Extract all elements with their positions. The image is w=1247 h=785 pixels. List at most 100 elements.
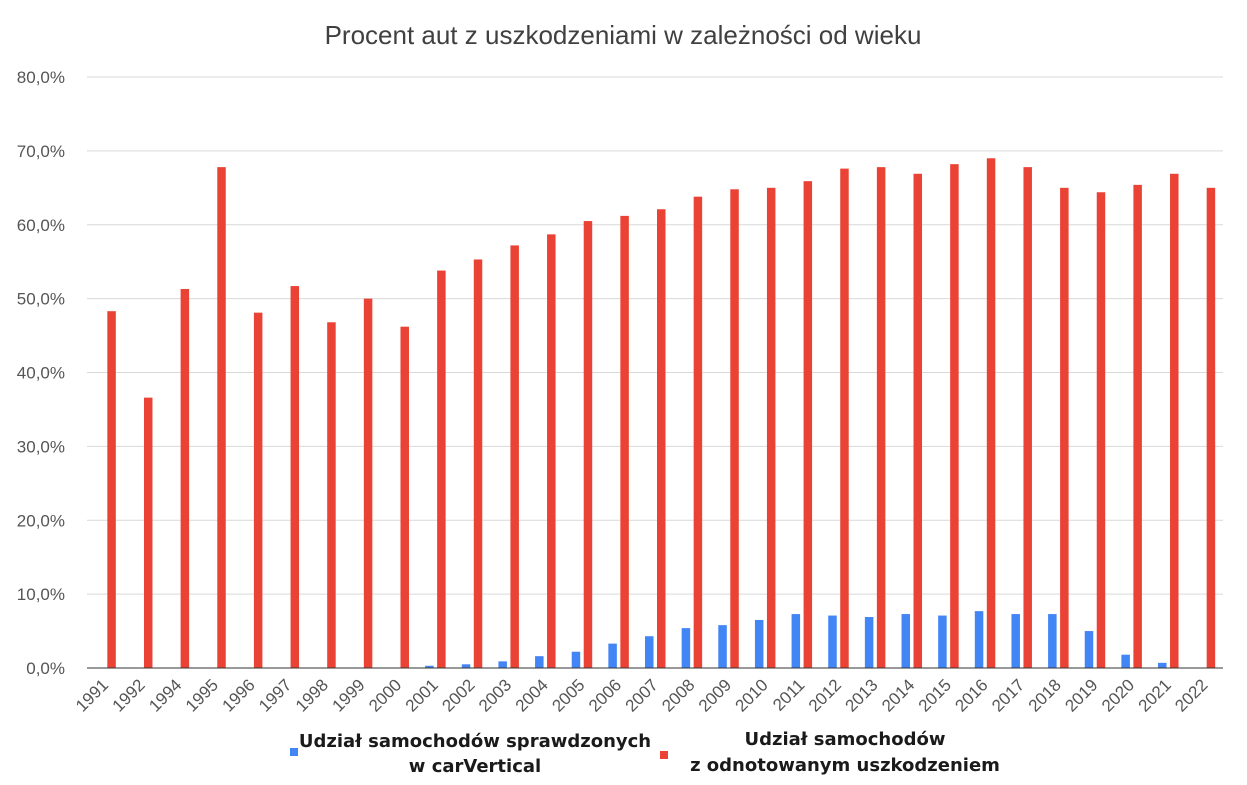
bar-damaged-2020: [1133, 184, 1142, 669]
x-tick-label: 2016: [951, 675, 991, 715]
legend-swatch-blue: [290, 748, 298, 756]
bar-checked-2019: [1084, 631, 1094, 668]
x-tick-label: 2000: [365, 675, 405, 715]
bar-checked-2003: [498, 661, 507, 668]
bar-checked-2014: [901, 614, 911, 668]
x-tick-label: 2005: [548, 675, 588, 715]
y-axis-ticks: 0,0% 10,0% 20,0% 30,0% 40,0% 50,0% 60,0% 70,0% 8…: [17, 68, 65, 678]
bar-damaged-2014: [913, 173, 923, 668]
bar-damaged-2015: [950, 164, 959, 669]
x-tick-label: 1991: [72, 675, 112, 715]
bar-damaged-1994: [180, 289, 190, 668]
x-tick-label: 2011: [769, 675, 808, 714]
legend-swatch-red: [660, 751, 668, 759]
x-tick-label: 2018: [1025, 675, 1065, 715]
bar-damaged-2021: [1170, 173, 1179, 668]
bar-damaged-2012: [840, 168, 849, 669]
bar-checked-2020: [1121, 654, 1130, 668]
bar-damaged-2017: [1023, 167, 1032, 668]
legend-label-checked-line1: Udział samochodów sprawdzonych: [299, 731, 651, 752]
bar-damaged-1999: [363, 298, 373, 669]
bars: [107, 158, 1216, 669]
bar-checked-2017: [1011, 614, 1020, 668]
x-tick-label: 1994: [145, 675, 185, 715]
x-tick-label: 1997: [255, 675, 295, 715]
x-tick-label: 2017: [988, 675, 1028, 715]
bar-checked-2001: [425, 665, 434, 668]
bar-checked-2005: [571, 651, 581, 668]
chart-title: Procent aut z uszkodzeniami w zależności…: [325, 20, 922, 50]
bar-damaged-2010: [766, 187, 776, 668]
x-tick-label: 2003: [475, 675, 515, 715]
x-tick-label: 1995: [182, 675, 222, 715]
y-tick-label: 70,0%: [17, 142, 65, 161]
y-tick-label: 60,0%: [17, 216, 65, 235]
x-tick-label: 1992: [109, 675, 149, 715]
legend-label-checked-line2: w carVertical: [409, 756, 541, 777]
bar-damaged-2007: [657, 209, 666, 669]
y-tick-label: 30,0%: [17, 437, 65, 456]
bar-checked-2015: [938, 615, 947, 668]
bar-damaged-2002: [473, 259, 483, 668]
x-tick-label: 1999: [328, 675, 368, 715]
bar-checked-2007: [645, 636, 654, 668]
x-tick-label: 2007: [622, 675, 662, 715]
gridlines: [87, 76, 1223, 595]
x-tick-label: 2009: [695, 675, 735, 715]
bar-checked-2006: [608, 643, 617, 668]
bar-checked-2013: [864, 617, 874, 668]
y-tick-label: 50,0%: [17, 290, 65, 309]
x-tick-label: 2014: [878, 675, 918, 715]
x-tick-label: 2013: [842, 675, 882, 715]
y-tick-label: 40,0%: [17, 364, 65, 383]
bar-damaged-2022: [1206, 187, 1216, 668]
bar-damaged-2013: [876, 167, 886, 668]
x-tick-label: 2021: [1135, 675, 1175, 715]
bar-damaged-2001: [437, 270, 446, 668]
x-tick-label: 2002: [438, 675, 478, 715]
y-tick-label: 80,0%: [17, 68, 65, 87]
bar-checked-2021: [1158, 662, 1167, 668]
x-tick-label: 2012: [805, 675, 845, 715]
x-tick-label: 1998: [292, 675, 332, 715]
x-tick-label: 2008: [658, 675, 698, 715]
bar-checked-2011: [791, 614, 801, 668]
bar-damaged-1998: [327, 322, 336, 668]
x-axis-ticks: 1991199219941995199619971998199920002001…: [72, 675, 1212, 715]
bar-damaged-1991: [107, 311, 116, 668]
bar-damaged-2004: [547, 234, 556, 668]
bar-damaged-1997: [290, 286, 300, 668]
bar-damaged-2008: [693, 196, 703, 668]
x-tick-label: 2006: [585, 675, 625, 715]
bar-damaged-2016: [986, 158, 996, 668]
bar-checked-2008: [681, 628, 691, 668]
legend-label-damaged-line2: z odnotowanym uszkodzeniem: [690, 755, 1000, 776]
x-tick-label: 2001: [402, 675, 442, 715]
bar-checked-2009: [718, 625, 727, 668]
x-tick-label: 1996: [219, 675, 259, 715]
y-tick-label: 10,0%: [17, 585, 65, 604]
y-tick-label: 0,0%: [26, 659, 65, 678]
bar-damaged-2011: [803, 181, 813, 668]
bar-damaged-1995: [217, 167, 226, 668]
bar-damaged-2019: [1096, 192, 1106, 669]
bar-damaged-2018: [1060, 187, 1069, 668]
bar-damaged-1996: [253, 312, 263, 668]
bar-checked-2018: [1048, 614, 1057, 668]
bar-damaged-1992: [143, 397, 153, 668]
bar-damaged-2005: [583, 221, 593, 668]
bar-damaged-2003: [510, 245, 519, 668]
bar-damaged-2009: [730, 189, 739, 669]
bar-damaged-2000: [400, 326, 409, 668]
x-tick-label: 2022: [1171, 675, 1211, 715]
bar-checked-2004: [535, 656, 544, 668]
legend: Udział samochodów sprawdzonych w carVert…: [290, 729, 1000, 777]
y-tick-label: 20,0%: [17, 511, 65, 530]
bar-checked-2002: [461, 664, 471, 668]
bar-checked-2016: [974, 611, 984, 668]
x-tick-label: 2015: [915, 675, 955, 715]
x-tick-label: 2010: [732, 675, 772, 715]
bar-damaged-2006: [620, 215, 629, 668]
legend-label-damaged-line1: Udział samochodów: [745, 729, 946, 750]
